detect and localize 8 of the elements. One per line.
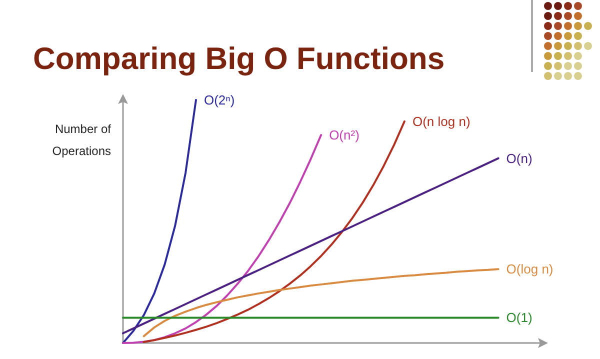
series-label: O(n) <box>506 150 532 166</box>
series-label: O(log n) <box>506 262 554 277</box>
series-label: O(2ⁿ) <box>204 92 235 108</box>
series-label: O(n log n) <box>412 114 470 129</box>
series-label: O(n²) <box>329 127 360 142</box>
y-axis-title: Number of Operations <box>52 122 112 158</box>
chart-title: Comparing Big O Functions <box>33 41 445 76</box>
series-label: O(1) <box>506 310 532 326</box>
